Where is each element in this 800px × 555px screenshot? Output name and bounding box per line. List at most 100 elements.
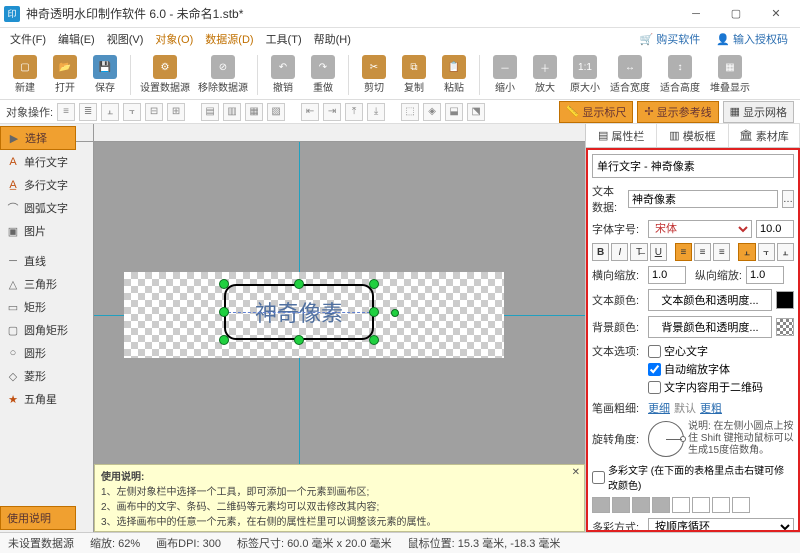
color-cell[interactable] (732, 497, 750, 513)
tb-save[interactable]: 💾保存 (86, 55, 124, 94)
align-right-button[interactable]: ≡ (713, 243, 730, 261)
order-icon[interactable]: ▦ (245, 103, 263, 121)
tb-fitw[interactable]: ↔适合宽度 (606, 55, 654, 94)
tool-image[interactable]: ▣图片 (0, 220, 76, 242)
stroke-default[interactable]: 默认 (674, 400, 696, 416)
resize-handle[interactable] (219, 279, 229, 289)
color-cell[interactable] (672, 497, 690, 513)
tool-circle[interactable]: ○圆形 (0, 342, 76, 364)
dist-icon[interactable]: ⇥ (323, 103, 341, 121)
tool-text-single[interactable]: A单行文字 (0, 151, 76, 173)
misc-icon[interactable]: ⬚ (401, 103, 419, 121)
vscale-input[interactable] (746, 266, 784, 284)
tb-copy[interactable]: ⧉复制 (395, 55, 433, 94)
dist-icon[interactable]: ⤒ (345, 103, 363, 121)
underline-button[interactable]: U (650, 243, 667, 261)
tb-cut[interactable]: ✂剪切 (355, 55, 393, 94)
text-data-input[interactable] (628, 190, 778, 208)
order-icon[interactable]: ▥ (223, 103, 241, 121)
bgcolor-button[interactable]: 背景颜色和透明度... (648, 316, 772, 338)
tb-redo[interactable]: ↷重做 (304, 55, 342, 94)
opt-qr[interactable]: 文字内容用于二维码 (648, 379, 794, 395)
maximize-button[interactable]: ▢ (716, 0, 756, 28)
tool-text-arc[interactable]: ⌒圆弧文字 (0, 197, 76, 219)
color-cell[interactable] (632, 497, 650, 513)
tb-paste[interactable]: 📋粘贴 (435, 55, 473, 94)
hscale-input[interactable] (648, 266, 686, 284)
tb-fith[interactable]: ↕适合高度 (656, 55, 704, 94)
misc-icon[interactable]: ◈ (423, 103, 441, 121)
show-grid-button[interactable]: ▦ 显示网格 (723, 101, 794, 123)
rotate-widget[interactable] (648, 421, 684, 457)
tool-line[interactable]: ─直线 (0, 250, 76, 272)
stroke-thick[interactable]: 更粗 (700, 400, 722, 416)
license-link[interactable]: 👤 输入授权码 (710, 29, 794, 49)
color-cell[interactable] (612, 497, 630, 513)
valign-top-button[interactable]: ⫠ (738, 243, 755, 261)
align-icon[interactable]: ⫟ (123, 103, 141, 121)
tool-roundrect[interactable]: ▢圆角矩形 (0, 319, 76, 341)
tool-diamond[interactable]: ◇菱形 (0, 365, 76, 387)
tab-assets[interactable]: 🏛 素材库 (729, 124, 800, 147)
tb-zoomin[interactable]: ＋放大 (526, 55, 564, 94)
prop-title[interactable]: 单行文字 - 神奇像素 (592, 154, 794, 178)
bgcolor-swatch[interactable] (776, 318, 794, 336)
font-select[interactable]: 宋体 (648, 220, 752, 238)
align-icon[interactable]: ⫠ (101, 103, 119, 121)
multicolor-check[interactable]: 多彩文字 (在下面的表格里点击右键可修改颜色) (592, 462, 794, 492)
text-data-more[interactable]: … (782, 190, 794, 208)
mode-select[interactable]: 按顺序循环 (648, 518, 794, 532)
tb-remove-ds[interactable]: ⊘移除数据源 (195, 55, 251, 94)
valign-mid-button[interactable]: ⫟ (758, 243, 775, 261)
font-size-input[interactable] (756, 220, 794, 238)
opt-hollow[interactable]: 空心文字 (648, 343, 794, 359)
align-left-button[interactable]: ≡ (675, 243, 692, 261)
resize-handle[interactable] (294, 279, 304, 289)
ruler-horizontal[interactable] (94, 124, 585, 142)
italic-button[interactable]: I (611, 243, 628, 261)
resize-handle[interactable] (369, 279, 379, 289)
tool-star[interactable]: ★五角星 (0, 388, 76, 410)
tb-zoomout[interactable]: －缩小 (486, 55, 524, 94)
color-cell[interactable] (592, 497, 610, 513)
show-guides-button[interactable]: ✢ 显示参考线 (637, 101, 718, 123)
menu-view[interactable]: 视图(V) (103, 29, 148, 49)
color-cell[interactable] (652, 497, 670, 513)
tb-set-ds[interactable]: ⚙设置数据源 (137, 55, 193, 94)
opt-autoscale[interactable]: 自动缩放字体 (648, 361, 794, 377)
menu-object[interactable]: 对象(O) (151, 29, 197, 49)
rotate-handle[interactable] (391, 309, 399, 317)
align-icon[interactable]: ≡ (57, 103, 75, 121)
bold-button[interactable]: B (592, 243, 609, 261)
close-button[interactable]: ✕ (756, 0, 796, 28)
strike-button[interactable]: T̶ (630, 243, 647, 261)
tab-templates[interactable]: ▥ 模板框 (657, 124, 728, 147)
text-element[interactable]: 神奇像素 (224, 284, 374, 340)
help-button[interactable]: 使用说明 (0, 506, 76, 530)
ruler-vertical[interactable] (76, 142, 94, 532)
align-center-button[interactable]: ≡ (694, 243, 711, 261)
tool-triangle[interactable]: △三角形 (0, 273, 76, 295)
align-icon[interactable]: ⊟ (145, 103, 163, 121)
tb-open[interactable]: 📂打开 (46, 55, 84, 94)
tool-rect[interactable]: ▭矩形 (0, 296, 76, 318)
color-cell[interactable] (712, 497, 730, 513)
align-icon[interactable]: ≣ (79, 103, 97, 121)
menu-file[interactable]: 文件(F) (6, 29, 50, 49)
order-icon[interactable]: ▤ (201, 103, 219, 121)
tool-select[interactable]: ▶选择 (0, 126, 76, 150)
tb-undo[interactable]: ↶撤销 (264, 55, 302, 94)
close-icon[interactable]: ✕ (572, 467, 580, 478)
align-icon[interactable]: ⊞ (167, 103, 185, 121)
show-ruler-button[interactable]: 📏 显示标尺 (559, 101, 634, 123)
buy-link[interactable]: 🛒 购买软件 (634, 29, 707, 49)
color-cell[interactable] (692, 497, 710, 513)
minimize-button[interactable]: ─ (676, 0, 716, 28)
misc-icon[interactable]: ⬔ (467, 103, 485, 121)
tool-text-multi[interactable]: A̲多行文字 (0, 174, 76, 196)
tb-new[interactable]: ▢新建 (6, 55, 44, 94)
stroke-thin[interactable]: 更细 (648, 400, 670, 416)
tb-zoom100[interactable]: 1:1原大小 (566, 55, 604, 94)
textcolor-swatch[interactable] (776, 291, 794, 309)
resize-handle[interactable] (369, 307, 379, 317)
